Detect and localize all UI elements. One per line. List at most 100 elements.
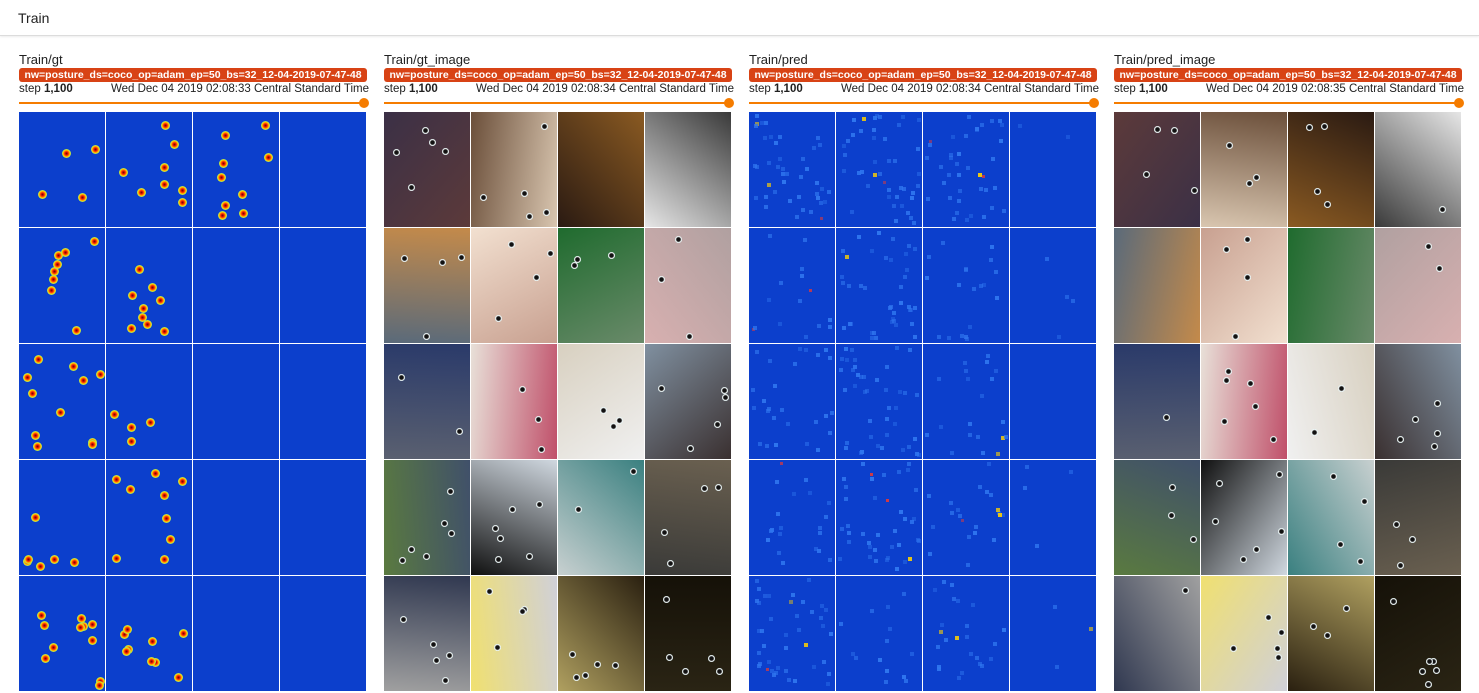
activation-pixel [913, 335, 917, 339]
photo-thumbnail [1114, 576, 1200, 691]
slider-track[interactable] [384, 102, 730, 104]
activation-pixel [755, 114, 759, 118]
heatmap-thumbnail [19, 112, 105, 227]
keypoint-marker [600, 407, 607, 414]
activation-pixel [903, 275, 907, 279]
keypoint-blob [40, 621, 49, 630]
activation-pixel [975, 127, 979, 131]
activation-pixel [917, 172, 921, 176]
keypoint-marker [1436, 265, 1443, 272]
slider-thumb[interactable] [359, 98, 369, 108]
activation-pixel [840, 527, 844, 531]
activation-pixel [793, 362, 797, 366]
activation-pixel [873, 173, 877, 177]
activation-pixel [883, 137, 887, 141]
step-slider[interactable] [1114, 97, 1464, 109]
activation-pixel [818, 143, 822, 147]
photo-thumbnail [384, 112, 470, 227]
step-slider[interactable] [384, 97, 734, 109]
activation-pixel [847, 284, 851, 288]
activation-pixel [850, 210, 854, 214]
keypoint-marker [429, 139, 436, 146]
activation-pixel [913, 306, 917, 310]
activation-pixel [1002, 628, 1006, 632]
keypoint-blob [126, 485, 135, 494]
activation-pixel [809, 289, 812, 292]
keypoint-marker [1191, 187, 1198, 194]
activation-pixel [852, 118, 856, 122]
keypoint-marker [1361, 498, 1368, 505]
activation-pixel [899, 285, 903, 289]
step-slider[interactable] [749, 97, 1099, 109]
slider-thumb[interactable] [1454, 98, 1464, 108]
activation-pixel [770, 528, 774, 532]
keypoint-marker [442, 148, 449, 155]
activation-pixel [942, 580, 946, 584]
image-grid [1114, 112, 1463, 693]
heatmap-thumbnail [19, 576, 105, 691]
activation-pixel [925, 433, 929, 437]
activation-pixel [966, 377, 970, 381]
keypoint-marker [1439, 206, 1446, 213]
keypoint-blob [78, 193, 87, 202]
keypoint-marker [480, 194, 487, 201]
slider-track[interactable] [19, 102, 365, 104]
activation-pixel [904, 679, 908, 683]
activation-pixel [876, 444, 880, 448]
activation-pixel [792, 492, 796, 496]
keypoint-marker [1311, 429, 1318, 436]
slider-thumb[interactable] [724, 98, 734, 108]
activation-pixel [818, 531, 822, 535]
photo-thumbnail [1375, 576, 1461, 691]
photo-thumbnail [384, 344, 470, 459]
keypoint-marker [1171, 127, 1178, 134]
activation-pixel [990, 245, 994, 249]
activation-pixel [798, 347, 802, 351]
activation-pixel [764, 195, 768, 199]
activation-pixel [952, 217, 956, 221]
keypoint-marker [1426, 658, 1433, 665]
activation-pixel [885, 669, 889, 673]
activation-pixel [902, 592, 906, 596]
activation-pixel [958, 514, 962, 518]
activation-pixel [851, 133, 855, 137]
heatmap-thumbnail [749, 112, 835, 227]
activation-pixel [894, 406, 898, 410]
timestamp: Wed Dec 04 2019 02:08:33 Central Standar… [110, 83, 369, 95]
activation-pixel [894, 323, 898, 327]
activation-pixel [900, 204, 904, 208]
keypoint-blob [76, 623, 85, 632]
slider-track[interactable] [749, 102, 1095, 104]
heatmap-thumbnail [836, 460, 922, 575]
activation-pixel [846, 139, 850, 143]
step-slider[interactable] [19, 97, 369, 109]
photo-thumbnail [1114, 228, 1200, 343]
keypoint-marker [1330, 473, 1337, 480]
run-name-badge: nw=posture_ds=coco_op=adam_ep=50_bs=32_1… [19, 68, 367, 82]
activation-pixel [798, 299, 802, 303]
activation-pixel [805, 167, 809, 171]
activation-pixel [964, 268, 968, 272]
activation-pixel [872, 128, 876, 132]
card-title: Train/pred_image [1114, 52, 1216, 67]
activation-pixel [913, 247, 917, 251]
heatmap-thumbnail [193, 228, 279, 343]
photo-thumbnail [558, 576, 644, 691]
keypoint-blob [147, 657, 156, 666]
activation-pixel [793, 679, 797, 683]
keypoint-blob [156, 296, 165, 305]
keypoint-blob [37, 611, 46, 620]
activation-pixel [810, 610, 814, 614]
keypoint-marker [1397, 436, 1404, 443]
heatmap-thumbnail [923, 112, 1009, 227]
activation-pixel [816, 448, 820, 452]
activation-pixel [1089, 627, 1093, 631]
slider-thumb[interactable] [1089, 98, 1099, 108]
photo-thumbnail [1288, 576, 1374, 691]
photo-thumbnail [558, 228, 644, 343]
keypoint-blob [264, 153, 273, 162]
photo-thumbnail [1201, 344, 1287, 459]
activation-pixel [853, 384, 857, 388]
activation-pixel [906, 468, 910, 472]
slider-track[interactable] [1114, 102, 1460, 104]
